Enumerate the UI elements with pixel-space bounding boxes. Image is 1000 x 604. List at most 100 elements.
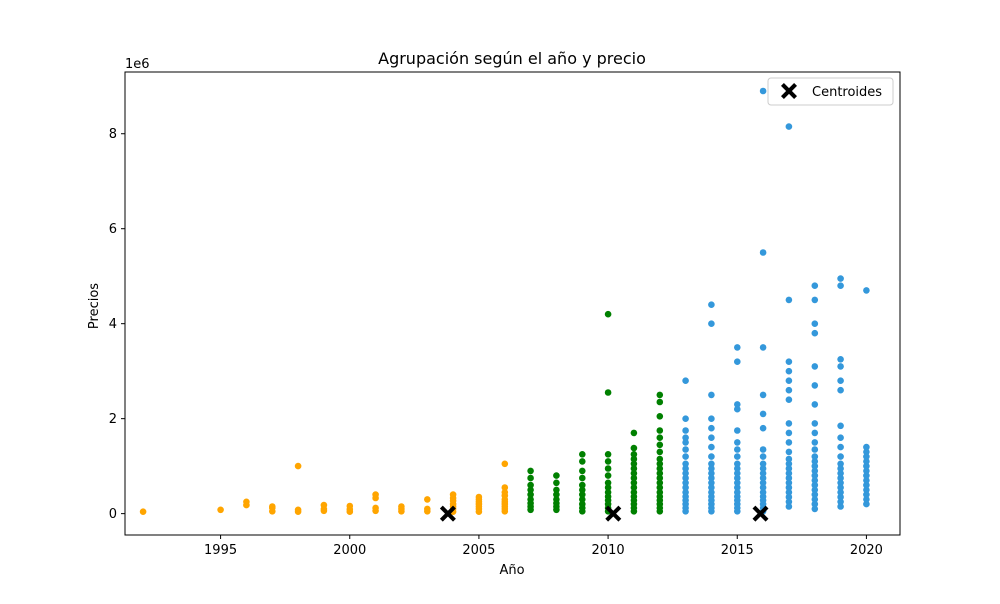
data-point-cluster-2 — [604, 310, 612, 318]
data-point-cluster-3 — [708, 470, 715, 477]
data-point-cluster-3 — [837, 484, 844, 491]
data-point-cluster-2 — [630, 470, 638, 477]
data-point-cluster-3 — [734, 344, 741, 351]
data-point-cluster-3 — [785, 493, 793, 501]
data-point-cluster-2 — [579, 451, 586, 458]
data-point-cluster-2 — [604, 489, 612, 496]
data-point-cluster-3 — [759, 391, 767, 399]
data-point-cluster-3 — [682, 474, 689, 482]
data-point-cluster-2 — [656, 489, 664, 496]
data-point-cluster-3 — [708, 434, 715, 442]
data-point-cluster-2 — [579, 467, 586, 475]
data-point-cluster-2 — [527, 481, 534, 489]
data-point-cluster-2 — [527, 496, 534, 503]
data-point-cluster-2 — [656, 470, 664, 477]
data-point-cluster-3 — [734, 405, 741, 413]
data-point-cluster-3 — [785, 377, 793, 385]
data-point-cluster-2 — [579, 481, 586, 489]
data-point-cluster-2 — [604, 389, 612, 396]
data-point-cluster-3 — [785, 429, 793, 437]
data-point-cluster-2 — [630, 455, 638, 463]
data-point-cluster-3 — [837, 503, 844, 510]
data-point-cluster-3 — [837, 363, 844, 370]
data-point-cluster-3 — [811, 296, 819, 304]
y-tick-label: 6 — [109, 222, 117, 237]
data-point-cluster-3 — [759, 87, 767, 95]
legend-centroid-x — [781, 83, 797, 99]
data-point-cluster-3 — [785, 503, 793, 510]
data-point-cluster-3 — [682, 453, 689, 460]
data-point-cluster-1 — [269, 503, 276, 510]
data-point-cluster-3 — [785, 420, 793, 427]
y-tick-label: 2 — [109, 412, 117, 427]
data-point-cluster-3 — [759, 410, 767, 418]
data-point-cluster-2 — [604, 479, 612, 487]
data-point-cluster-2 — [553, 472, 560, 479]
data-point-cluster-2 — [579, 496, 586, 503]
centroid-marker — [439, 505, 456, 522]
data-point-cluster-2 — [553, 479, 560, 487]
data-point-cluster-2 — [630, 460, 638, 468]
data-point-cluster-3 — [734, 484, 741, 491]
data-point-cluster-2 — [656, 427, 664, 434]
data-point-cluster-2 — [604, 451, 612, 458]
axis-ticks: 1995 2000 2005 2010 2015 2020 0 2 4 6 8 — [109, 127, 883, 558]
data-point-cluster-1 — [243, 498, 250, 506]
data-point-cluster-3 — [863, 491, 870, 498]
data-point-cluster-1 — [449, 491, 457, 498]
data-point-cluster-2 — [553, 496, 560, 503]
data-point-cluster-3 — [708, 453, 715, 460]
data-point-cluster-3 — [811, 500, 819, 508]
data-point-cluster-3 — [785, 474, 793, 482]
x-tick-label: 2005 — [462, 543, 495, 558]
data-point-cluster-3 — [785, 470, 793, 477]
data-point-cluster-3 — [863, 481, 870, 489]
data-point-cluster-3 — [811, 486, 819, 494]
data-point-cluster-3 — [811, 458, 819, 465]
data-point-cluster-2 — [553, 491, 560, 498]
data-point-cluster-3 — [682, 427, 689, 434]
data-point-cluster-1 — [475, 493, 483, 501]
data-point-cluster-1 — [217, 506, 224, 514]
data-point-cluster-2 — [630, 429, 638, 437]
data-point-cluster-3 — [785, 358, 793, 366]
data-point-cluster-3 — [837, 493, 844, 501]
data-point-cluster-3 — [785, 386, 793, 394]
data-point-cluster-2 — [656, 460, 664, 468]
data-point-cluster-3 — [837, 453, 844, 460]
data-point-cluster-1 — [372, 504, 379, 512]
data-point-cluster-2 — [656, 484, 664, 491]
data-point-cluster-3 — [708, 320, 715, 328]
data-point-cluster-3 — [759, 344, 767, 351]
data-point-cluster-3 — [682, 484, 689, 491]
legend-entry-centroides: Centroides — [812, 85, 882, 100]
data-point-cluster-3 — [811, 429, 819, 437]
data-point-cluster-3 — [785, 479, 793, 487]
plot-area-frame — [124, 71, 901, 536]
data-point-cluster-3 — [811, 472, 819, 479]
data-point-cluster-3 — [837, 489, 844, 496]
data-point-cluster-3 — [811, 496, 819, 503]
x-axis-label: Año — [499, 563, 524, 578]
data-point-cluster-2 — [630, 484, 638, 491]
data-point-cluster-3 — [682, 465, 689, 472]
data-point-cluster-2 — [604, 465, 612, 472]
data-point-cluster-3 — [863, 453, 870, 460]
data-point-cluster-1 — [501, 489, 509, 496]
data-point-cluster-3 — [708, 415, 715, 423]
data-point-cluster-2 — [630, 474, 638, 482]
data-point-cluster-3 — [863, 287, 870, 294]
data-point-cluster-3 — [682, 460, 689, 468]
y-tick-label: 4 — [109, 317, 117, 332]
data-point-cluster-1 — [398, 503, 405, 510]
data-point-cluster-3 — [734, 479, 741, 487]
data-point-cluster-3 — [708, 424, 715, 432]
data-point-cluster-3 — [708, 460, 715, 468]
data-point-cluster-3 — [863, 477, 870, 484]
data-point-cluster-3 — [837, 443, 844, 451]
data-point-cluster-3 — [811, 401, 819, 408]
data-point-cluster-2 — [527, 486, 534, 494]
data-point-cluster-3 — [837, 377, 844, 385]
